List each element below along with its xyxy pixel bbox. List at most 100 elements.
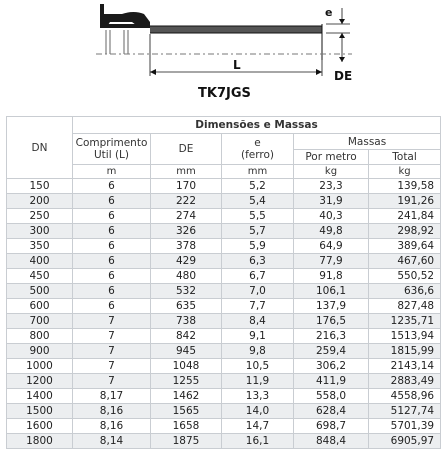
cell-total: 827,48 xyxy=(367,298,442,314)
cell-length: 7 xyxy=(72,373,151,389)
cell-e: 6,7 xyxy=(221,268,294,284)
header-comprimento-line2: Util (L) xyxy=(93,149,130,161)
cell-per-meter: 77,9 xyxy=(293,253,369,269)
header-e-line2: (ferro) xyxy=(241,149,274,161)
table-row: 1000 7 1048 10,5 306,2 2143,14 xyxy=(6,358,442,374)
cell-de: 326 xyxy=(150,223,222,239)
cell-length: 6 xyxy=(72,283,151,299)
cell-length: 6 xyxy=(72,253,151,269)
cell-e: 6,3 xyxy=(221,253,294,269)
dimensions-table: DN Dimensões e Massas Comprimento Util (… xyxy=(6,116,442,449)
cell-de: 378 xyxy=(150,238,222,254)
table-row: 250 6 274 5,5 40,3 241,84 xyxy=(6,208,442,224)
label-l: L xyxy=(233,58,241,72)
unit-de: mm xyxy=(150,164,222,179)
cell-per-meter: 411,9 xyxy=(293,373,369,389)
cell-dn: 1500 xyxy=(6,403,73,419)
cell-total: 6905,97 xyxy=(367,433,442,449)
cell-length: 6 xyxy=(72,208,151,224)
cell-e: 10,5 xyxy=(221,358,294,374)
cell-de: 1565 xyxy=(150,403,222,419)
header-comprimento: Comprimento Util (L) xyxy=(72,133,151,165)
cell-length: 8,17 xyxy=(72,388,151,404)
cell-dn: 900 xyxy=(6,343,73,359)
table-row: 450 6 480 6,7 91,8 550,52 xyxy=(6,268,442,284)
cell-dn: 400 xyxy=(6,253,73,269)
unit-e: mm xyxy=(221,164,294,179)
cell-length: 6 xyxy=(72,268,151,284)
cell-e: 5,4 xyxy=(221,193,294,209)
cell-per-meter: 49,8 xyxy=(293,223,369,239)
cell-total: 5127,74 xyxy=(367,403,442,419)
cell-per-meter: 848,4 xyxy=(293,433,369,449)
cell-length: 8,14 xyxy=(72,433,151,449)
cell-de: 1048 xyxy=(150,358,222,374)
cell-total: 298,92 xyxy=(367,223,442,239)
cell-e: 9,1 xyxy=(221,328,294,344)
cell-e: 5,9 xyxy=(221,238,294,254)
cell-total: 1235,71 xyxy=(367,313,442,329)
header-comprimento-line1: Comprimento xyxy=(75,137,148,149)
unit-total: kg xyxy=(367,164,442,179)
cell-de: 1875 xyxy=(150,433,222,449)
cell-e: 5,2 xyxy=(221,178,294,194)
label-de: DE xyxy=(334,69,352,83)
cell-de: 1462 xyxy=(150,388,222,404)
header-e: e (ferro) xyxy=(221,133,294,165)
cell-length: 6 xyxy=(72,238,151,254)
cell-dn: 200 xyxy=(6,193,73,209)
cell-e: 13,3 xyxy=(221,388,294,404)
cell-total: 1815,99 xyxy=(367,343,442,359)
cell-length: 7 xyxy=(72,358,151,374)
cell-total: 139,58 xyxy=(367,178,442,194)
cell-per-meter: 306,2 xyxy=(293,358,369,374)
header-total: Total xyxy=(367,149,442,165)
table-row: 500 6 532 7,0 106,1 636,6 xyxy=(6,283,442,299)
table-row: 1500 8,16 1565 14,0 628,4 5127,74 xyxy=(6,403,442,419)
cell-dn: 300 xyxy=(6,223,73,239)
table-row: 300 6 326 5,7 49,8 298,92 xyxy=(6,223,442,239)
cell-dn: 1400 xyxy=(6,388,73,404)
cell-dn: 1000 xyxy=(6,358,73,374)
table-row: 800 7 842 9,1 216,3 1513,94 xyxy=(6,328,442,344)
cell-length: 6 xyxy=(72,193,151,209)
cell-per-meter: 698,7 xyxy=(293,418,369,434)
cell-de: 945 xyxy=(150,343,222,359)
pipe-bell-end xyxy=(100,4,150,54)
cell-length: 6 xyxy=(72,298,151,314)
pipe-technical-drawing: e DE L TK7JGS xyxy=(96,4,352,101)
header-de: DE xyxy=(150,133,222,165)
header-por-metro: Por metro xyxy=(293,149,369,165)
cell-total: 5701,39 xyxy=(367,418,442,434)
cell-per-meter: 176,5 xyxy=(293,313,369,329)
dimension-l: L xyxy=(149,34,323,76)
cell-de: 738 xyxy=(150,313,222,329)
table-row: 900 7 945 9,8 259,4 1815,99 xyxy=(6,343,442,359)
cell-de: 635 xyxy=(150,298,222,314)
cell-total: 4558,96 xyxy=(367,388,442,404)
cell-de: 532 xyxy=(150,283,222,299)
cell-dn: 350 xyxy=(6,238,73,254)
pipe-barrel xyxy=(150,24,323,60)
cell-dn: 1800 xyxy=(6,433,73,449)
cell-e: 8,4 xyxy=(221,313,294,329)
cell-per-meter: 23,3 xyxy=(293,178,369,194)
table-row: 1800 8,14 1875 16,1 848,4 6905,97 xyxy=(6,433,442,449)
cell-e: 9,8 xyxy=(221,343,294,359)
table-row: 400 6 429 6,3 77,9 467,60 xyxy=(6,253,442,269)
cell-total: 550,52 xyxy=(367,268,442,284)
model-title: TK7JGS xyxy=(198,86,251,101)
cell-per-meter: 137,9 xyxy=(293,298,369,314)
cell-e: 7,7 xyxy=(221,298,294,314)
cell-e: 11,9 xyxy=(221,373,294,389)
cell-dn: 150 xyxy=(6,178,73,194)
cell-de: 480 xyxy=(150,268,222,284)
cell-total: 389,64 xyxy=(367,238,442,254)
cell-de: 429 xyxy=(150,253,222,269)
table-row: 1400 8,17 1462 13,3 558,0 4558,96 xyxy=(6,388,442,404)
header-massas: Massas xyxy=(292,133,442,150)
cell-total: 241,84 xyxy=(367,208,442,224)
cell-dn: 800 xyxy=(6,328,73,344)
cell-dn: 600 xyxy=(6,298,73,314)
header-e-line1: e xyxy=(254,137,261,149)
